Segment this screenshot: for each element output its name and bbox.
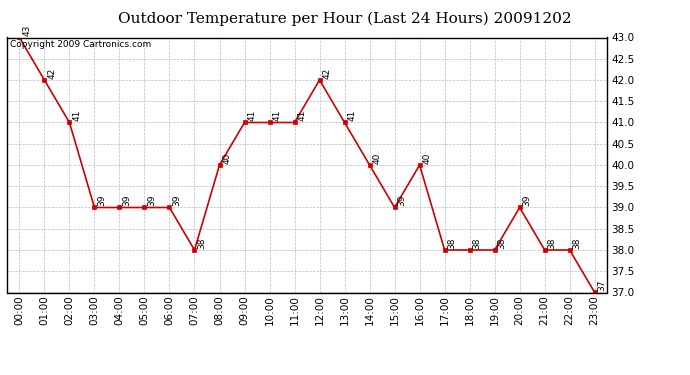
Text: 39: 39 (97, 195, 106, 206)
Text: 39: 39 (172, 195, 181, 206)
Text: 41: 41 (348, 110, 357, 121)
Text: 41: 41 (297, 110, 306, 121)
Text: 41: 41 (248, 110, 257, 121)
Text: 40: 40 (422, 152, 432, 164)
Text: 43: 43 (22, 25, 32, 36)
Text: 38: 38 (573, 237, 582, 249)
Text: 42: 42 (322, 68, 332, 79)
Text: 39: 39 (122, 195, 132, 206)
Text: 39: 39 (397, 195, 406, 206)
Text: 42: 42 (48, 68, 57, 79)
Text: 40: 40 (222, 152, 232, 164)
Text: 41: 41 (273, 110, 282, 121)
Text: 40: 40 (373, 152, 382, 164)
Text: 38: 38 (497, 237, 506, 249)
Text: 37: 37 (598, 280, 607, 291)
Text: 39: 39 (148, 195, 157, 206)
Text: 38: 38 (548, 237, 557, 249)
Text: Outdoor Temperature per Hour (Last 24 Hours) 20091202: Outdoor Temperature per Hour (Last 24 Ho… (118, 11, 572, 26)
Text: 38: 38 (448, 237, 457, 249)
Text: 39: 39 (522, 195, 532, 206)
Text: 41: 41 (72, 110, 81, 121)
Text: 38: 38 (197, 237, 206, 249)
Text: Copyright 2009 Cartronics.com: Copyright 2009 Cartronics.com (10, 40, 151, 49)
Text: 38: 38 (473, 237, 482, 249)
